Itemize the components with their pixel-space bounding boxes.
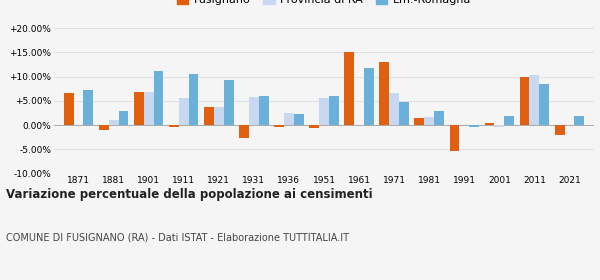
Bar — [119, 111, 128, 125]
Bar — [494, 125, 504, 127]
Bar — [329, 96, 339, 125]
Bar — [504, 116, 514, 125]
Bar — [169, 125, 179, 127]
Bar — [109, 120, 119, 125]
Bar — [274, 125, 284, 127]
Text: COMUNE DI FUSIGNANO (RA) - Dati ISTAT - Elaborazione TUTTITALIA.IT: COMUNE DI FUSIGNANO (RA) - Dati ISTAT - … — [6, 232, 349, 242]
Bar — [249, 97, 259, 125]
Bar — [364, 68, 374, 125]
Bar — [529, 74, 539, 125]
Bar — [424, 117, 434, 125]
Bar — [555, 125, 565, 135]
Bar — [434, 111, 444, 125]
Bar — [344, 52, 354, 125]
Bar — [415, 118, 424, 125]
Bar — [214, 107, 224, 125]
Bar — [319, 98, 329, 125]
Bar — [64, 93, 74, 125]
Bar — [83, 90, 93, 125]
Bar — [379, 62, 389, 125]
Bar — [179, 98, 188, 125]
Bar — [99, 125, 109, 130]
Text: Variazione percentuale della popolazione ai censimenti: Variazione percentuale della popolazione… — [6, 188, 373, 200]
Bar — [399, 102, 409, 125]
Bar — [204, 107, 214, 125]
Bar — [520, 77, 529, 125]
Bar — [134, 92, 144, 125]
Bar — [224, 80, 233, 125]
Bar — [449, 125, 460, 151]
Bar — [188, 74, 199, 125]
Bar — [294, 115, 304, 125]
Bar — [144, 92, 154, 125]
Legend: Fusignano, Provincia di RA, Em.-Romagna: Fusignano, Provincia di RA, Em.-Romagna — [175, 0, 473, 8]
Bar — [485, 123, 494, 125]
Bar — [309, 125, 319, 129]
Bar — [259, 96, 269, 125]
Bar — [284, 113, 294, 125]
Bar — [154, 71, 163, 125]
Bar — [389, 93, 399, 125]
Bar — [469, 125, 479, 127]
Bar — [574, 116, 584, 125]
Bar — [239, 125, 249, 138]
Bar — [539, 84, 549, 125]
